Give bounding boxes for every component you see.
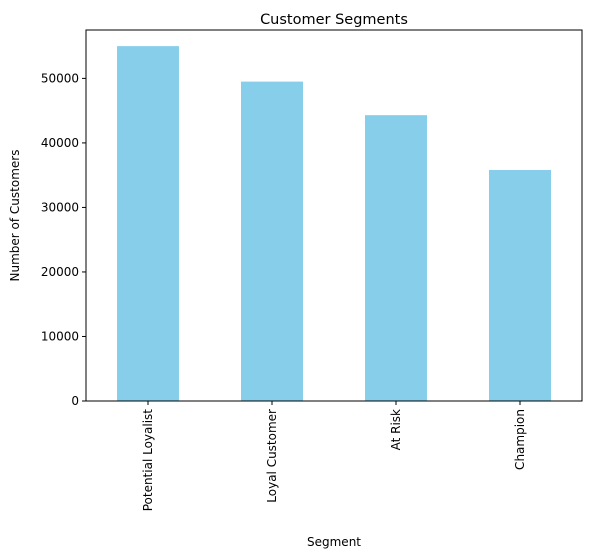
bar-at-risk [365,115,427,401]
x-tick-label: At Risk [389,409,403,450]
y-tick-label: 0 [71,394,79,408]
y-tick-label: 20000 [41,265,79,279]
x-tick-label: Potential Loyalist [141,409,155,512]
y-axis-label: Number of Customers [8,150,22,282]
y-tick-label: 30000 [41,200,79,214]
x-axis: Potential Loyalist Loyal Customer At Risk C… [141,401,527,511]
bar-potential-loyalist [117,46,179,402]
x-tick-label: Loyal Customer [265,409,279,503]
chart-title: Customer Segments [260,12,408,28]
bar-champion [489,170,551,401]
x-tick-label: Champion [513,409,527,470]
y-tick-label: 40000 [41,136,79,150]
y-tick-label: 50000 [41,71,79,85]
bar-loyal-customer [241,81,303,401]
plot-frame [85,29,583,402]
y-axis: 0 10000 20000 30000 40000 50000 [41,71,86,408]
bars-group [117,46,551,402]
x-axis-label: Segment [307,535,361,549]
y-tick-label: 10000 [41,329,79,343]
